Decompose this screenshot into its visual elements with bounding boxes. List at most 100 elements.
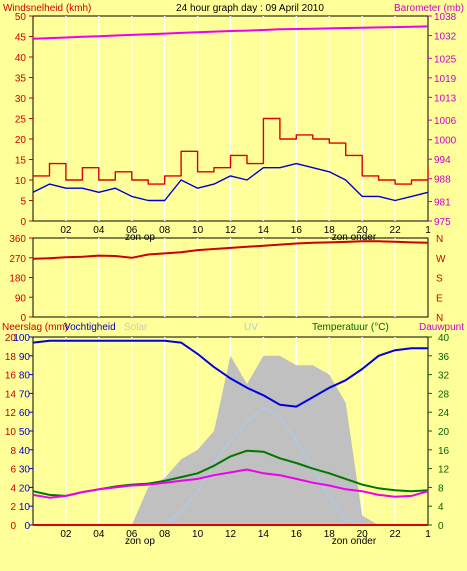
x-tick-label: 18 [324,529,336,540]
y2-tick-label: 8 [438,483,444,494]
y-tick-label: 0 [20,313,26,324]
x-tick-label: 10 [192,225,204,236]
x-tick-label: 18 [324,225,336,236]
humidity-axis-label: Vochtigheid [64,322,116,333]
x-tick-label: 12 [225,225,237,236]
page-title: 24 hour graph day : 09 April 2010 [176,3,324,14]
x-tick-label: 02 [60,529,72,540]
y2-tick-label: 1038 [434,12,457,23]
dewpoint-axis-label: Dauwpunt [419,322,464,333]
y-tick-label: 270 [9,254,26,265]
y-tick-label: 30 [15,94,27,105]
humidity-tick-label: 60 [19,408,31,419]
y2-tick-label: 28 [438,389,450,400]
sunrise-label: zon op [125,536,155,547]
y2-tick-label: 994 [434,155,451,166]
humidity-tick-label: 30 [19,465,31,476]
x-tick-label: 20 [357,225,369,236]
y-tick-label: 45 [15,33,27,44]
x-tick-label: 06 [126,529,138,540]
x-tick-label: 14 [258,225,270,236]
x-tick-label: 08 [159,225,171,236]
y2-tick-label: 4 [438,502,444,513]
y-tick-label: 20 [15,135,27,146]
y2-tick-label: 1025 [434,54,457,65]
y2-tick-label: 32 [438,371,450,382]
header-right-label: Barometer (mb) [394,3,464,14]
y-tick-label: 180 [9,274,26,285]
series-humidity [32,339,428,408]
series-dewpoint [32,468,429,499]
series-wind [32,162,429,202]
rain-tick-label: 12 [5,408,17,419]
y2-tick-label: 981 [434,197,451,208]
compass-label: N [436,234,443,245]
sunset-label: zon onder [332,232,377,243]
y2-tick-label: 1013 [434,93,457,104]
x-tick-label: 20 [357,529,369,540]
x-tick-label: 08 [159,529,171,540]
y2-tick-label: 16 [438,446,450,457]
solar-label: Solar [124,322,148,333]
x-tick-label: 04 [93,529,105,540]
y-tick-label: 90 [15,293,27,304]
humidity-tick-label: 90 [19,352,31,363]
humidity-tick-label: 80 [19,371,31,382]
y-tick-label: 40 [15,53,27,64]
y2-tick-label: 1032 [434,32,457,43]
x-tick-label: 1 [425,225,431,236]
x-tick-label: 1 [425,529,431,540]
rain-tick-label: 8 [10,446,16,457]
x-tick-label: 12 [225,529,237,540]
y-tick-label: 25 [15,115,27,126]
y-tick-label: 360 [9,234,26,245]
y-tick-label: 15 [15,156,27,167]
y-tick-label: 50 [15,12,27,23]
y2-tick-label: 1006 [434,116,457,127]
humidity-tick-label: 10 [19,502,31,513]
humidity-tick-label: 40 [19,446,31,457]
x-tick-label: 14 [258,529,270,540]
y-tick-label: 35 [15,74,27,85]
x-tick-label: 22 [390,225,402,236]
sunrise-label: zon op [125,232,155,243]
compass-label: W [436,254,446,265]
header-left-label: Windsnelheid (kmh) [3,3,91,14]
rain-tick-label: 6 [10,465,16,476]
y-tick-label: 10 [15,176,27,187]
x-tick-label: 22 [390,529,402,540]
x-tick-label: 16 [291,529,303,540]
rain-tick-label: 4 [10,483,16,494]
rain-tick-label: 14 [5,389,17,400]
rain-tick-label: 18 [5,352,17,363]
y2-tick-label: 1000 [434,136,457,147]
x-tick-label: 04 [93,225,105,236]
uv-label: UV [244,322,258,333]
y2-tick-label: 12 [438,465,450,476]
y2-tick-label: 40 [438,333,450,344]
humidity-tick-label: 0 [24,521,30,532]
y-tick-label: 5 [20,197,26,208]
x-tick-label: 06 [126,225,138,236]
humidity-tick-label: 100 [13,333,30,344]
y2-tick-label: 988 [434,175,451,186]
series-direction [32,240,429,260]
y-tick-label: 0 [20,217,26,228]
rain-axis-label: Neerslag (mm) [2,322,68,333]
compass-label: E [436,293,443,304]
rain-tick-label: 2 [10,502,16,513]
rain-tick-label: 20 [5,333,17,344]
compass-label: S [436,274,443,285]
humidity-tick-label: 20 [19,483,31,494]
sunset-label: zon onder [332,536,377,547]
humidity-tick-label: 50 [19,427,31,438]
humidity-tick-label: 70 [19,389,31,400]
y2-tick-label: 0 [438,521,444,532]
y2-tick-label: 975 [434,217,451,228]
compass-label: N [436,313,443,324]
temperature-axis-label: Temperatuur (°C) [312,322,389,333]
rain-tick-label: 16 [5,371,17,382]
x-tick-label: 16 [291,225,303,236]
